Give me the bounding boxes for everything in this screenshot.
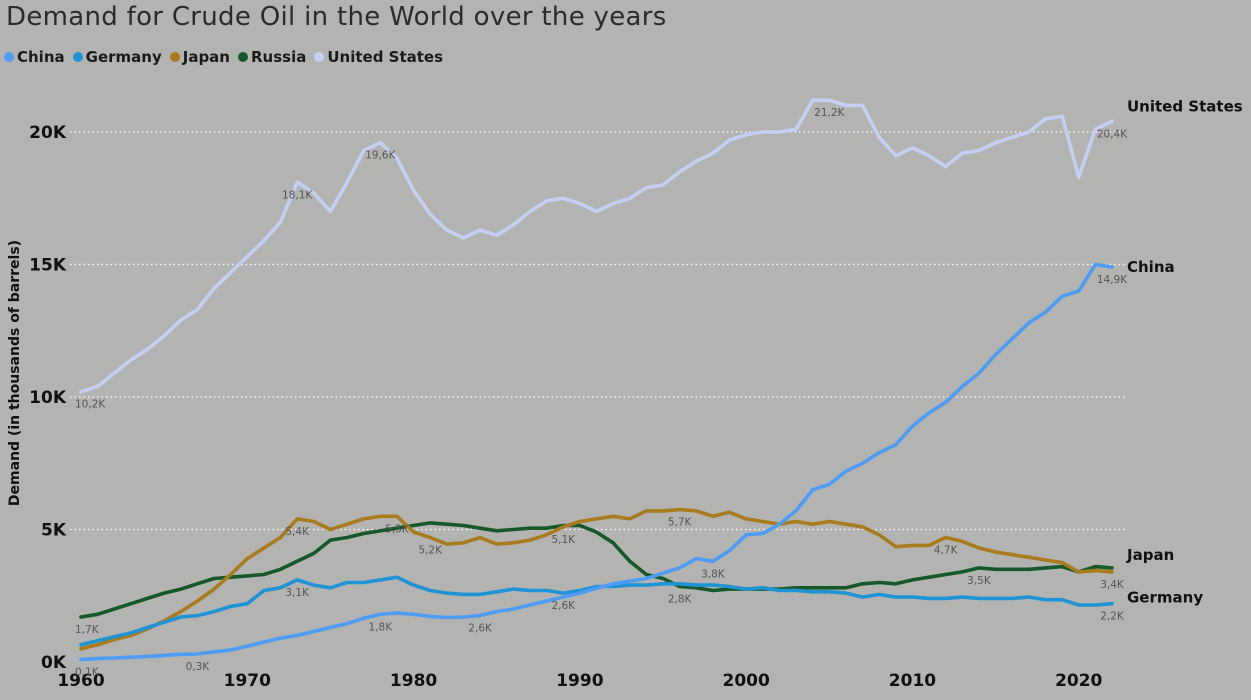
- x-tick-label: 2000: [722, 671, 769, 691]
- data-label-russia: 3,5K: [967, 575, 992, 587]
- legend-item-united-states[interactable]: United States: [314, 48, 443, 66]
- end-label-japan: Japan: [1126, 546, 1174, 564]
- data-label-china: 3,8K: [701, 568, 726, 580]
- x-tick-label: 1970: [224, 671, 271, 691]
- data-label-germany: 2,6K: [551, 600, 576, 612]
- legend: China Germany Japan Russia United States: [4, 48, 443, 66]
- legend-label-russia: Russia: [250, 48, 307, 66]
- legend-item-china[interactable]: China: [4, 48, 65, 66]
- series-line-japan: [79, 507, 1114, 651]
- data-labels: 0,1K 0,3K 1,8K 2,6K 3,8K 14,9K 3,1K 2,6K 2,2K 5,4…: [75, 107, 1128, 678]
- data-label-japan: 5,1K: [551, 534, 576, 546]
- data-label-united-states: 21,2K: [814, 107, 845, 119]
- legend-item-russia[interactable]: Russia: [237, 48, 307, 66]
- data-label-germany: 2,2K: [1100, 611, 1125, 623]
- data-label-japan: 5,5K: [385, 523, 410, 535]
- legend-item-japan[interactable]: Japan: [169, 48, 230, 66]
- y-axis-ticks: 0K 5K 10K 15K 20K: [29, 123, 67, 673]
- data-label-united-states: 20,4K: [1097, 128, 1128, 140]
- data-label-japan: 3,4K: [1100, 579, 1125, 591]
- y-axis-label: Demand (in thousands of barrels): [7, 240, 23, 506]
- end-labels: China Germany Japan United States: [1126, 97, 1243, 606]
- series-line-russia: [79, 521, 1114, 619]
- end-label-china: China: [1127, 258, 1175, 276]
- legend-marker-china: [4, 52, 14, 62]
- legend-label-united-states: United States: [327, 48, 444, 66]
- series-line-united-states: [79, 98, 1114, 394]
- data-label-germany: 3,1K: [285, 587, 310, 599]
- legend-marker-united-states: [314, 52, 325, 62]
- chart-title: Demand for Crude Oil in the World over t…: [6, 2, 667, 32]
- data-label-japan: 5,7K: [668, 517, 693, 529]
- data-label-united-states: 19,6K: [365, 150, 396, 162]
- data-label-china: 2,6K: [468, 622, 493, 634]
- data-label-united-states: 18,1K: [282, 189, 313, 201]
- x-tick-label: 1980: [390, 671, 437, 691]
- y-tick-label: 5K: [41, 521, 67, 541]
- data-label-united-states: 10,2K: [75, 399, 106, 411]
- x-tick-label: 1990: [556, 671, 603, 691]
- data-label-japan: 5,2K: [418, 544, 443, 556]
- end-label-germany: Germany: [1127, 589, 1203, 607]
- legend-marker-germany: [72, 52, 83, 62]
- data-label-japan: 4,7K: [934, 544, 959, 556]
- legend-label-germany: Germany: [85, 48, 162, 66]
- y-tick-label: 0K: [41, 653, 67, 673]
- series-line-china: [79, 262, 1114, 662]
- legend-marker-russia: [237, 52, 248, 62]
- data-label-russia: 2,8K: [668, 593, 693, 605]
- data-label-china: 0,3K: [186, 661, 211, 673]
- legend-label-japan: Japan: [182, 48, 230, 66]
- y-tick-label: 15K: [29, 256, 67, 276]
- data-label-china: 0,1K: [75, 666, 100, 678]
- x-tick-label: 2010: [889, 671, 936, 691]
- x-tick-label: 2020: [1055, 671, 1102, 691]
- data-label-russia: 1,7K: [75, 624, 100, 636]
- data-label-japan: 5,4K: [285, 526, 310, 538]
- series-lines: [79, 98, 1114, 662]
- data-label-china: 14,9K: [1097, 274, 1128, 286]
- gridlines: [70, 131, 1125, 531]
- data-label-china: 1,8K: [369, 621, 394, 633]
- x-tick-label: 1960: [57, 671, 104, 691]
- legend-marker-japan: [169, 52, 180, 62]
- y-tick-label: 10K: [29, 388, 67, 408]
- legend-label-china: China: [17, 48, 65, 66]
- legend-item-germany[interactable]: Germany: [72, 48, 162, 66]
- y-tick-label: 20K: [29, 123, 67, 143]
- end-label-united-states: United States: [1127, 97, 1243, 115]
- x-axis-ticks: 1960 1970 1980 1990 2000 2010 2020: [57, 671, 1102, 691]
